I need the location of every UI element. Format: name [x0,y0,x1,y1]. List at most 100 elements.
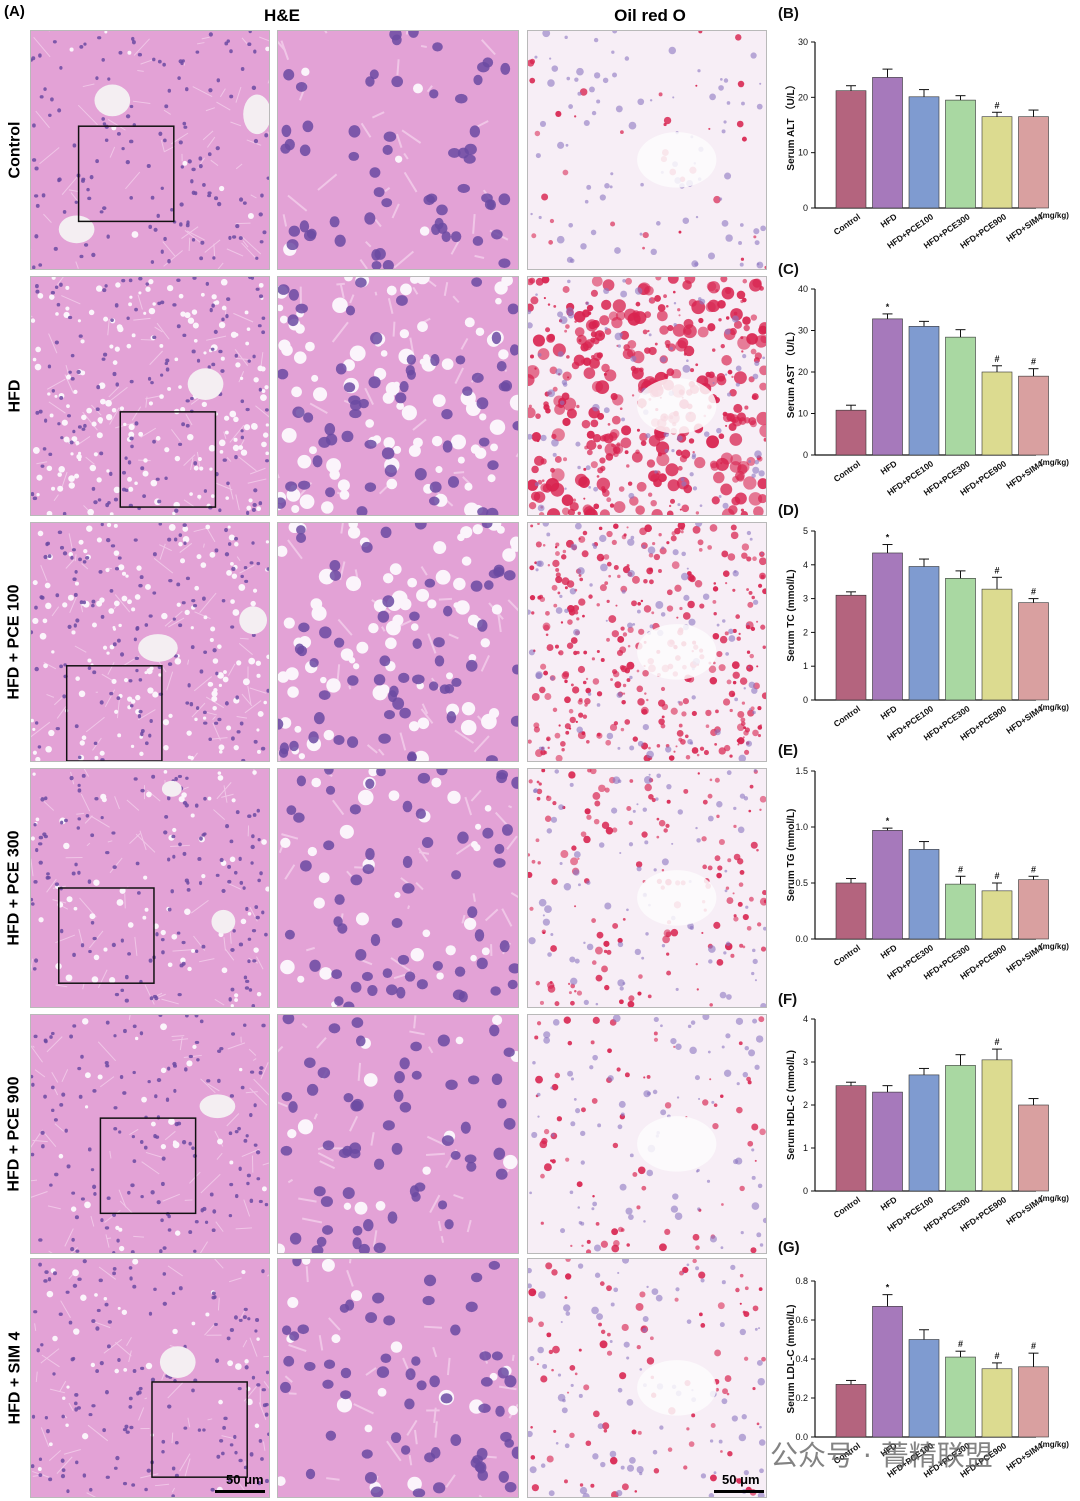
y-tick-label: 2 [803,1100,808,1110]
he-image-low-hfd-pce900 [30,1014,270,1254]
y-tick-label: 1 [803,1143,808,1153]
category-label: HFD+SIM4 [1004,942,1045,975]
bar [908,1074,940,1192]
row-label-hfd-pce900: HFD + PCE 900 [6,1076,23,1192]
panel-label: (B) [778,5,799,22]
bar [1018,1366,1049,1438]
he-image-low-control [30,30,270,270]
bar [945,883,976,940]
category-label: HFD+SIM4 [1004,211,1045,244]
y-tick-label: 2 [803,627,808,637]
bar [835,1384,867,1438]
bar [908,1339,940,1438]
y-tick-label: 10 [798,409,808,419]
y-axis-label: Serum ALT （U/L） [784,79,797,170]
bar [945,1356,976,1438]
bar [945,336,976,456]
y-tick-label: 1 [803,661,808,671]
column-header-oil-red-o: Oil red O [614,6,686,25]
he-image-high-hfd-pce300 [277,768,519,1008]
category-label: HFD [879,703,899,721]
oil-red-o-image-control [527,30,767,270]
category-label: HFD+PCE300 [922,1194,972,1233]
oil-red-o-image-hfd-pce300 [527,768,767,1008]
significance-mark: # [994,1351,999,1361]
panel-a-label: (A) [4,3,25,20]
category-label: HFD+PCE900 [958,703,1008,742]
category-label: Control [832,211,862,237]
category-label: HFD+PCE100 [885,211,935,250]
bar [1018,1104,1049,1192]
significance-mark: # [994,1037,999,1047]
scale-label-he: 50 μm [226,1472,264,1487]
y-tick-label: 0 [803,450,808,460]
category-label: Control [832,942,862,968]
bar [872,830,903,940]
y-tick-label: 40 [798,284,808,294]
y-tick-label: 1.0 [795,822,808,832]
category-label: HFD [879,458,899,476]
dose-unit-label: (mg/kg) [1040,211,1069,220]
column-header-he: H&E [264,6,300,25]
he-image-low-hfd-pce100 [30,522,270,762]
he-image-low-hfd [30,276,270,516]
category-label: Control [832,703,862,729]
category-label: HFD+PCE300 [922,458,972,497]
category-label: HFD+PCE100 [885,458,935,497]
category-label: HFD+SIM4 [1004,458,1045,491]
y-axis-label: Serum LDL-C (mmol/L) [786,1305,797,1414]
significance-mark: * [886,816,890,826]
scale-bar-he [215,1490,265,1493]
y-tick-label: 0 [803,695,808,705]
category-label: HFD+PCE300 [922,703,972,742]
y-tick-label: 5 [803,526,808,536]
category-label: HFD+PCE100 [885,703,935,742]
dose-unit-label: (mg/kg) [1040,942,1069,951]
y-axis-label: Serum HDL-C (mmol/L) [786,1050,797,1160]
bar [981,890,1013,940]
category-label: HFD+SIM4 [1004,1194,1045,1227]
bar [1018,375,1049,456]
significance-mark: * [886,1283,890,1293]
bar [872,77,903,209]
bar [908,326,940,456]
bar [981,1059,1013,1192]
bar [981,371,1013,456]
bar [1018,602,1049,701]
bar [835,594,867,701]
category-label: Control [832,458,862,484]
he-image-high-hfd-sim4 [277,1258,519,1498]
he-image-low-hfd-pce300 [30,768,270,1008]
category-label: HFD+PCE900 [958,211,1008,250]
category-label: HFD+PCE900 [958,458,1008,497]
y-tick-label: 0.8 [795,1276,808,1286]
row-label-hfd-sim4: HFD + SIM 4 [6,1331,23,1425]
y-tick-label: 0.2 [795,1393,808,1403]
category-label: HFD+PCE300 [922,211,972,250]
bar [835,1085,867,1192]
dose-unit-label: (mg/kg) [1040,1440,1069,1449]
panel-label: (G) [778,1239,800,1256]
bar [945,578,976,701]
row-label-hfd-pce300: HFD + PCE 300 [6,830,23,946]
significance-mark: # [994,871,999,881]
he-image-high-hfd [277,276,519,516]
y-axis-label: Serum TG (mmol/L) [786,809,797,902]
y-tick-label: 0.5 [795,878,808,888]
oil-red-o-image-hfd-pce100 [527,522,767,762]
category-label: HFD+PCE900 [958,942,1008,981]
panel-label: (D) [778,502,799,519]
category-label: HFD+SIM4 [1004,703,1045,736]
category-label: HFD+PCE300 [885,942,935,981]
row-label-hfd: HFD [6,379,24,413]
panel-label: (C) [778,261,799,278]
category-label: HFD [879,211,899,229]
bar [908,96,940,209]
watermark: 公众号 · 菁精联盟 [770,1439,993,1472]
significance-mark: # [1031,864,1036,874]
y-axis-label: Serum TC (mmol/L) [786,569,797,661]
bar [981,1368,1013,1438]
category-label: HFD+PCE100 [885,1194,935,1233]
oil-red-o-image-hfd [527,276,767,516]
y-tick-label: 4 [803,1014,808,1024]
